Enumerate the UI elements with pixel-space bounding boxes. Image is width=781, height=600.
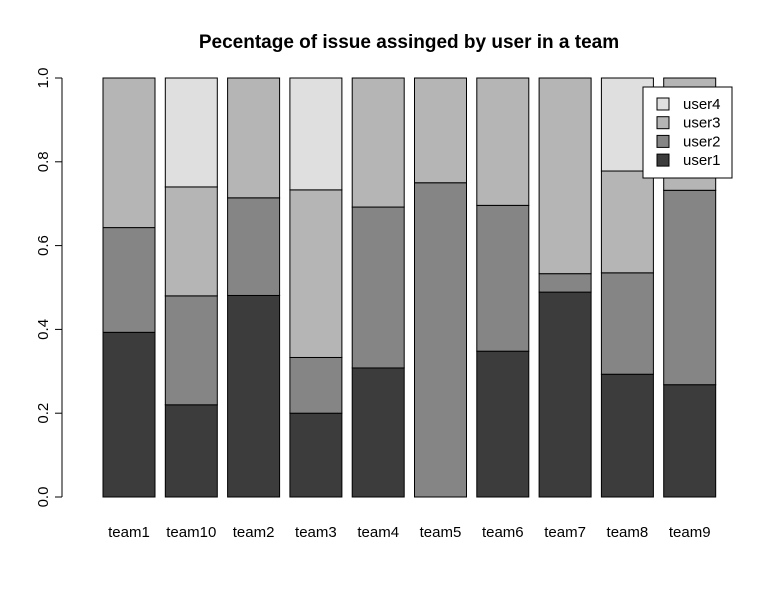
bar-segment-team5-user2 (414, 182, 467, 498)
bar-segment-team10-user3 (164, 186, 218, 297)
y-tick-label: 0.4 (35, 319, 52, 340)
bar-segment-team10-user4 (164, 77, 218, 188)
x-axis-labels: team1 team10 team2 team3 team4 team5 team6 team… (108, 524, 710, 541)
bar-segment-team7-user3 (538, 77, 592, 275)
y-tick-label: 0.6 (35, 235, 52, 256)
bar-segment-team8-user1 (600, 373, 654, 498)
x-tick-label: team5 (420, 524, 462, 541)
bar-segment-team7-user1 (538, 291, 592, 498)
legend-swatch-user2 (656, 134, 670, 148)
bar-segment-team10-user1 (164, 404, 218, 498)
legend-label-user3: user3 (683, 115, 721, 132)
x-tick-label: team2 (233, 524, 275, 541)
bar-segment-team2-user2 (227, 197, 281, 296)
legend-label-user2: user2 (683, 133, 721, 150)
bar-segment-team8-user2 (600, 272, 654, 375)
x-tick-label: team4 (357, 524, 399, 541)
x-tick-label: team7 (544, 524, 586, 541)
chart-title: Pecentage of issue assinged by user in a… (199, 32, 619, 53)
legend-swatch-user4 (656, 97, 670, 111)
bar-segment-team4-user2 (351, 206, 405, 369)
x-tick-label: team8 (607, 524, 649, 541)
y-tick-label: 1.0 (35, 68, 52, 89)
bar-segment-team1-user1 (102, 331, 156, 498)
x-tick-label: team6 (482, 524, 524, 541)
bar-segment-team3-user1 (289, 412, 343, 498)
bar-segment-team6-user3 (476, 77, 530, 206)
x-tick-label: team9 (669, 524, 711, 541)
legend-label-user1: user1 (683, 152, 721, 169)
bar-segment-team2-user1 (227, 294, 281, 498)
x-tick-label: team3 (295, 524, 337, 541)
bar-segment-team7-user2 (538, 273, 592, 293)
bar-segment-team8-user3 (600, 170, 654, 274)
legend-swatch-user1 (656, 153, 670, 167)
y-tick-label: 0.2 (35, 403, 52, 424)
y-tick-label: 0.8 (35, 151, 52, 172)
x-tick-label: team10 (166, 524, 216, 541)
bar-segment-team1-user2 (102, 227, 156, 333)
bar-segment-team4-user1 (351, 367, 405, 498)
x-tick-label: team1 (108, 524, 150, 541)
bar-segment-team5-user3 (414, 77, 467, 184)
bar-segment-team2-user3 (227, 77, 281, 199)
bar-segment-team4-user3 (351, 77, 405, 208)
bars (102, 77, 717, 498)
bar-segment-team3-user4 (289, 77, 343, 191)
bar-segment-team9-user2 (663, 189, 717, 386)
y-tick-label: 0.0 (35, 487, 52, 508)
y-axis: 0.0 0.2 0.4 0.6 0.8 1.0 (35, 68, 63, 508)
bar-segment-team3-user2 (289, 356, 343, 414)
bar-segment-team10-user2 (164, 295, 218, 406)
bar-segment-team1-user3 (102, 77, 156, 229)
bar-segment-team3-user3 (289, 189, 343, 358)
legend-swatch-user3 (656, 116, 670, 130)
legend-label-user4: user4 (683, 96, 721, 113)
bar-segment-team9-user1 (663, 384, 717, 498)
bar-segment-team6-user2 (476, 204, 530, 352)
bar-segment-team6-user1 (476, 350, 530, 498)
